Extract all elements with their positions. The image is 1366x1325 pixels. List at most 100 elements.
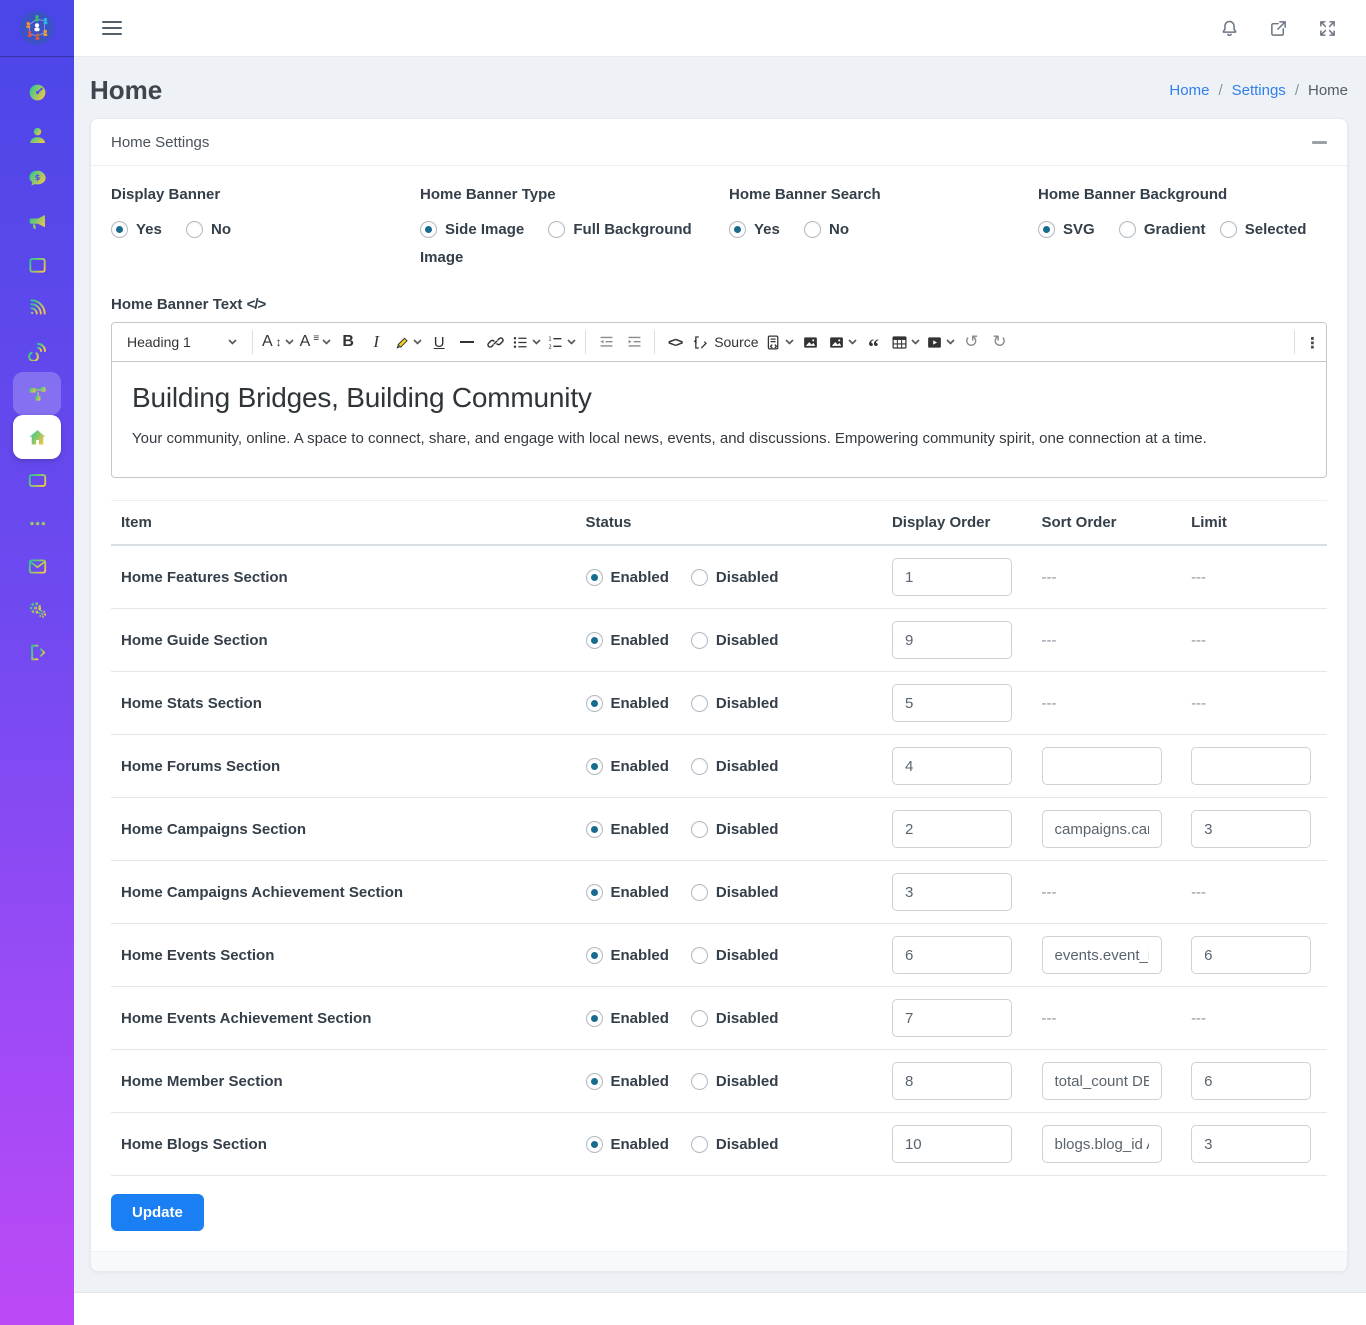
sort-order-input[interactable]	[1042, 810, 1162, 848]
bulleted-list-icon[interactable]	[509, 328, 544, 356]
display-order-input[interactable]	[892, 936, 1012, 974]
sidebar-item-announcements[interactable]	[13, 200, 61, 243]
radio-enabled[interactable]: Enabled	[586, 1136, 669, 1153]
radio-disabled[interactable]: Disabled	[691, 1136, 779, 1153]
image-icon[interactable]	[797, 328, 825, 356]
sort-order-input[interactable]	[1042, 1125, 1162, 1163]
limit-input[interactable]	[1191, 1062, 1311, 1100]
outdent-icon[interactable]	[592, 328, 620, 356]
sidebar-item-more[interactable]	[13, 502, 61, 545]
bell-icon[interactable]	[1219, 18, 1240, 39]
radio-banner-search-no[interactable]: No	[804, 221, 849, 238]
collapse-icon[interactable]	[1312, 141, 1327, 144]
sidebar-item-logout[interactable]	[13, 631, 61, 674]
sidebar-item-settings[interactable]	[13, 588, 61, 631]
display-order-input[interactable]	[892, 1062, 1012, 1100]
radio-disabled[interactable]: Disabled	[691, 821, 779, 838]
menu-toggle-icon[interactable]	[102, 17, 122, 39]
link-icon[interactable]	[481, 328, 509, 356]
radio-disabled[interactable]: Disabled	[691, 758, 779, 775]
radio-banner-bg-gradient[interactable]: Gradient	[1119, 221, 1206, 238]
breadcrumb-home[interactable]: Home	[1169, 82, 1209, 99]
numbered-list-icon[interactable]: 1 2	[544, 328, 579, 356]
sidebar-item-users[interactable]	[13, 114, 61, 157]
radio-disabled[interactable]: Disabled	[691, 569, 779, 586]
inline-code-icon[interactable]: <>	[661, 328, 689, 356]
sidebar-item-sections[interactable]	[13, 372, 61, 415]
display-order-input[interactable]	[892, 747, 1012, 785]
sidebar-item-signal[interactable]	[13, 286, 61, 329]
display-order-input[interactable]	[892, 873, 1012, 911]
radio-display-banner-no[interactable]: No	[186, 221, 231, 238]
limit-input[interactable]	[1191, 810, 1311, 848]
sort-order-input[interactable]	[1042, 936, 1162, 974]
radio-banner-bg-selected[interactable]: Selected	[1220, 221, 1307, 238]
media-icon[interactable]	[923, 328, 958, 356]
app-logo[interactable]	[0, 0, 74, 57]
radio-disabled[interactable]: Disabled	[691, 1010, 779, 1027]
toolbar-overflow[interactable]: ⋮	[1288, 330, 1320, 354]
radio-display-banner-yes[interactable]: Yes	[111, 221, 162, 238]
sort-order-input[interactable]	[1042, 1062, 1162, 1100]
radio-disabled[interactable]: Disabled	[691, 947, 779, 964]
display-order-input[interactable]	[892, 1125, 1012, 1163]
update-button[interactable]: Update	[111, 1194, 204, 1231]
undo-icon[interactable]: ↺	[958, 328, 986, 356]
display-order-input[interactable]	[892, 684, 1012, 722]
template-icon[interactable]	[762, 328, 797, 356]
bold-icon[interactable]: B	[334, 328, 362, 356]
radio-banner-search-yes[interactable]: Yes	[729, 221, 780, 238]
limit-input[interactable]	[1191, 747, 1311, 785]
radio-enabled[interactable]: Enabled	[586, 884, 669, 901]
breadcrumb-settings[interactable]: Settings	[1232, 82, 1286, 99]
sidebar-item-home[interactable]	[13, 415, 61, 459]
sidebar-item-chat[interactable]: $	[13, 157, 61, 200]
editor-content[interactable]: Building Bridges, Building Community You…	[112, 362, 1326, 477]
radio-enabled[interactable]: Enabled	[586, 695, 669, 712]
display-order-input[interactable]	[892, 810, 1012, 848]
radio-banner-type-side[interactable]: Side Image	[420, 221, 524, 238]
italic-icon[interactable]: I	[362, 328, 390, 356]
radio-disabled[interactable]: Disabled	[691, 1073, 779, 1090]
radio-disabled[interactable]: Disabled	[691, 695, 779, 712]
radio-enabled[interactable]: Enabled	[586, 758, 669, 775]
sidebar-item-mail[interactable]	[13, 545, 61, 588]
sidebar-item-card[interactable]	[13, 459, 61, 502]
highlight-icon[interactable]	[390, 328, 425, 356]
chevron-down-icon	[322, 339, 331, 345]
radio-enabled[interactable]: Enabled	[586, 569, 669, 586]
sidebar-item-blog[interactable]	[13, 329, 61, 372]
heading-dropdown[interactable]: Heading 1	[118, 328, 246, 356]
limit-input[interactable]	[1191, 936, 1311, 974]
font-size-icon[interactable]: A↕	[259, 328, 297, 356]
radio-enabled[interactable]: Enabled	[586, 1073, 669, 1090]
horizontal-line-icon[interactable]	[453, 328, 481, 356]
sidebar-item-dashboard[interactable]	[13, 71, 61, 114]
col-limit: Limit	[1181, 501, 1327, 546]
underline-icon[interactable]: U	[425, 328, 453, 356]
radio-disabled[interactable]: Disabled	[691, 632, 779, 649]
sort-order-input[interactable]	[1042, 747, 1162, 785]
expand-icon[interactable]	[1317, 18, 1338, 39]
blockquote-icon[interactable]: “	[860, 328, 888, 356]
display-order-input[interactable]	[892, 999, 1012, 1037]
radio-icon	[111, 221, 128, 238]
radio-enabled[interactable]: Enabled	[586, 821, 669, 838]
font-family-icon[interactable]: A≡	[297, 328, 335, 356]
source-button[interactable]: Source	[689, 328, 761, 356]
table-icon[interactable]	[888, 328, 923, 356]
external-link-icon[interactable]	[1268, 18, 1289, 39]
image-insert-icon[interactable]	[825, 328, 860, 356]
display-order-input[interactable]	[892, 558, 1012, 596]
radio-disabled[interactable]: Disabled	[691, 884, 779, 901]
radio-enabled[interactable]: Enabled	[586, 947, 669, 964]
display-order-input[interactable]	[892, 621, 1012, 659]
limit-input[interactable]	[1191, 1125, 1311, 1163]
radio-enabled[interactable]: Enabled	[586, 1010, 669, 1027]
redo-icon[interactable]: ↻	[986, 328, 1014, 356]
sidebar: $	[0, 0, 74, 1325]
sidebar-item-events[interactable]	[13, 243, 61, 286]
indent-icon[interactable]	[620, 328, 648, 356]
radio-banner-bg-svg[interactable]: SVG	[1038, 221, 1095, 238]
radio-enabled[interactable]: Enabled	[586, 632, 669, 649]
